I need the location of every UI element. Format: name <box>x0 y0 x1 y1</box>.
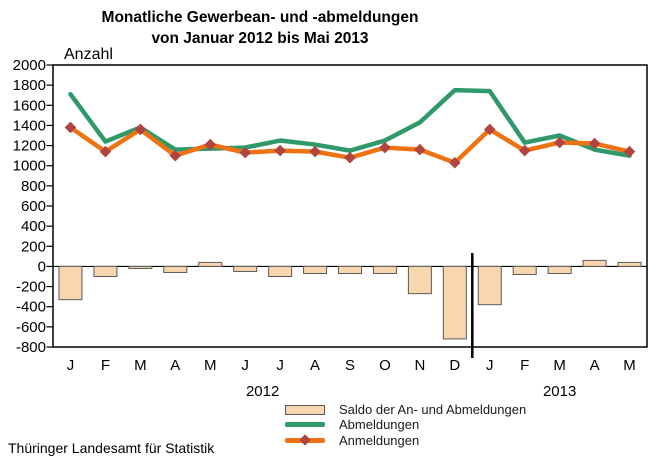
anmeldungen-line-swatch <box>285 434 325 446</box>
saldo-bar-swatch <box>285 404 325 415</box>
y-axis-tick-label: -200 <box>16 279 46 296</box>
x-axis-month-label: J <box>486 357 494 374</box>
legend-item-abmeldungen: Abmeldungen <box>285 417 526 433</box>
saldo-bar <box>512 265 537 275</box>
anmeldungen-marker <box>274 144 286 157</box>
legend-item-saldo: Saldo der An- und Abmeldungen <box>285 402 527 417</box>
anmeldungen-marker <box>623 145 636 158</box>
y-axis-tick-label: 1400 <box>13 117 46 134</box>
abmeldungen-line-swatch <box>285 422 325 428</box>
x-axis-month-label: M <box>553 357 566 374</box>
saldo-bar <box>233 265 258 272</box>
x-axis-month-label: J <box>241 357 249 374</box>
x-axis-month-label: J <box>67 357 75 374</box>
y-axis-tick-label: 600 <box>21 198 46 215</box>
y-axis-tick-label: -600 <box>16 319 46 336</box>
x-axis-month-label: M <box>204 357 217 374</box>
saldo-bar <box>617 261 642 267</box>
anmeldungen-marker <box>309 145 321 158</box>
y-axis-tick-label: 400 <box>21 218 46 235</box>
legend-item-anmeldungen: Anmeldungen <box>285 432 526 448</box>
x-axis-month-label: N <box>414 357 425 374</box>
y-axis-tick-label: 1600 <box>13 97 46 114</box>
abmeldungen-line <box>68 87 632 158</box>
y-axis-tick-label: 800 <box>21 178 46 195</box>
y-axis-tick-label: 200 <box>21 238 46 255</box>
legend: Saldo der An- und Abmeldungen Abmeldunge… <box>285 402 527 449</box>
saldo-bar <box>547 265 572 274</box>
x-axis-month-label: O <box>379 357 391 374</box>
chart-title-line1: Monatliche Gewerbean- und -abmeldungen <box>101 9 419 26</box>
x-axis-month-label: F <box>520 357 529 374</box>
anmeldungen-marker <box>588 137 601 150</box>
x-axis-month-label: A <box>310 357 320 374</box>
x-axis-year-label: 2012 <box>246 383 279 400</box>
saldo-bar <box>372 265 397 274</box>
y-axis-tick-label: 1000 <box>13 158 46 175</box>
source-attribution: Thüringer Landesamt für Statistik <box>8 440 215 456</box>
saldo-bar <box>163 265 188 273</box>
x-axis-month-label: S <box>345 357 355 374</box>
x-axis-month-label: M <box>623 357 636 374</box>
x-axis-month-label: D <box>449 357 460 374</box>
saldo-bar <box>582 259 607 267</box>
x-axis-year-label: 2013 <box>543 383 576 400</box>
y-axis-tick-label: 2000 <box>13 57 46 74</box>
y-axis-tick-label: 1800 <box>13 77 46 94</box>
anmeldungen-marker <box>518 144 531 157</box>
y-axis-tick-label: 0 <box>38 258 46 275</box>
y-axis-unit-label: Anzahl <box>64 46 113 63</box>
saldo-bar <box>338 265 362 274</box>
legend-label-anmeldungen: Anmeldungen <box>339 432 420 448</box>
saldo-bar <box>268 265 293 277</box>
y-axis-tick-label: 1200 <box>13 138 46 155</box>
x-axis-month-label: A <box>590 357 600 374</box>
saldo-bar <box>477 265 502 306</box>
saldo-bar <box>303 265 328 274</box>
chart-title: Monatliche Gewerbean- und -abmeldungen v… <box>0 7 520 49</box>
x-axis-month-label: A <box>170 357 180 374</box>
saldo-bar <box>198 261 223 267</box>
saldo-bar <box>442 265 467 340</box>
anmeldungen-marker-icon <box>299 434 311 446</box>
legend-label-saldo: Saldo der An- und Abmeldungen <box>339 402 527 417</box>
anmeldungen-marker <box>414 143 426 156</box>
legend-label-abmeldungen: Abmeldungen <box>339 417 420 433</box>
saldo-bar <box>128 265 153 269</box>
x-axis-month-label: F <box>101 357 110 374</box>
x-axis-month-label: J <box>276 357 284 374</box>
anmeldungen-marker <box>344 151 356 164</box>
saldo-bar <box>407 265 432 295</box>
saldo-bar <box>58 265 83 301</box>
chart-title-line2: von Januar 2012 bis Mai 2013 <box>151 30 369 47</box>
anmeldungen-marker <box>553 136 566 149</box>
x-axis-month-label: M <box>134 357 147 374</box>
saldo-bar <box>93 265 118 277</box>
y-axis-tick-label: -400 <box>16 299 46 316</box>
plot-border <box>52 64 648 348</box>
y-axis-tick-label: -800 <box>16 339 46 356</box>
